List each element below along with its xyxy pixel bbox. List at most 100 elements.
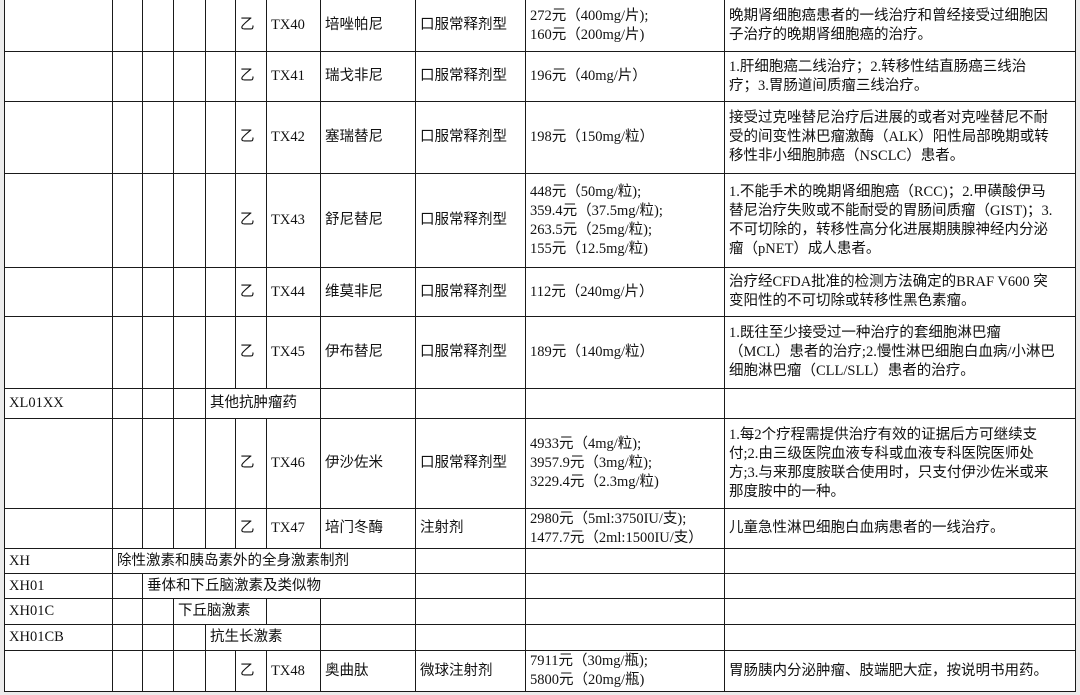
- empty-cell: [415, 548, 526, 574]
- grade-cell: 乙: [235, 267, 267, 317]
- drug-code-cell: TX45: [266, 316, 321, 389]
- empty-cell: [112, 316, 143, 389]
- drug-code-cell: TX42: [266, 101, 321, 174]
- price-cell: 112元（240mg/片）: [525, 267, 725, 317]
- price-line: 3957.9元（3mg/粒);: [530, 455, 653, 471]
- empty-cell: [173, 173, 206, 268]
- empty-cell: [205, 51, 236, 102]
- indication-cell: 胃肠胰内分泌肿瘤、肢端肥大症，按说明书用药。: [724, 650, 1076, 692]
- indication-line: 受的间变性淋巴瘤激酶（ALK）阳性局部晚期或转: [729, 129, 1049, 145]
- empty-cell: [142, 650, 174, 692]
- price-line: 198元（150mg/粒）: [530, 129, 655, 145]
- empty-cell: [142, 267, 174, 317]
- indication-cell: 1.每2个疗程需提供治疗有效的证据后方可继续支 付;2.由三级医院血液专科或血液专…: [724, 418, 1076, 509]
- indication-line: 治疗经CFDA批准的检测方法确定的BRAF V600 突: [729, 274, 1048, 290]
- indication-line: 变阳性的不可切除或转移性黑色素瘤。: [729, 293, 976, 309]
- empty-cell: [112, 418, 143, 509]
- drug-name-cell: 奥曲肽: [320, 650, 416, 692]
- drug-code-cell: TX43: [266, 173, 321, 268]
- dosage-form-cell: 口服常释剂型: [415, 418, 526, 509]
- price-line: 448元（50mg/粒);: [530, 183, 642, 200]
- code-cell: [4, 101, 113, 174]
- drug-row: 乙 TX47 培门冬酶 注射剂 2980元（5ml:3750IU/支); 1477.7元（…: [4, 508, 1076, 549]
- code-cell: [4, 418, 113, 509]
- grade-cell: 乙: [235, 51, 267, 102]
- category-label-cell: 下丘脑激素: [173, 598, 267, 625]
- drug-name-cell: 塞瑞替尼: [320, 101, 416, 174]
- empty-cell: [112, 508, 143, 549]
- category-label-cell: 垂体和下丘脑激素及类似物: [142, 573, 416, 599]
- code-cell: [4, 51, 113, 102]
- price-line: 1477.7元（2ml:1500IU/支）: [530, 529, 703, 546]
- empty-cell: [142, 0, 174, 52]
- price-cell: 7911元（30mg/瓶); 5800元（20mg/瓶): [525, 650, 725, 692]
- indication-cell: 1.肝细胞癌二线治疗；2.转移性结直肠癌三线治 疗；3.胃肠道间质瘤三线治疗。: [724, 51, 1076, 102]
- drug-row: 乙 TX42 塞瑞替尼 口服常释剂型 198元（150mg/粒） 接受过克唑替尼治疗后进展…: [4, 101, 1076, 174]
- price-cell: 189元（140mg/粒）: [525, 316, 725, 389]
- empty-cell: [112, 51, 143, 102]
- empty-cell: [205, 316, 236, 389]
- price-line: 112元（240mg/片）: [530, 283, 654, 300]
- empty-cell: [320, 624, 416, 651]
- indication-line: 接受过克唑替尼治疗后进展的或者对克唑替尼不耐: [729, 110, 1048, 126]
- dosage-form-cell: 口服常释剂型: [415, 316, 526, 389]
- empty-cell: [525, 624, 725, 651]
- code-cell: [4, 650, 113, 692]
- code-cell: [4, 267, 113, 317]
- empty-cell: [205, 101, 236, 174]
- empty-cell: [525, 388, 725, 419]
- category-row: XH01 垂体和下丘脑激素及类似物: [4, 573, 1076, 599]
- price-line: 4933元（4mg/粒);: [530, 436, 642, 452]
- category-code-cell: XH: [4, 548, 113, 574]
- grade-cell: 乙: [235, 0, 267, 52]
- empty-cell: [415, 624, 526, 651]
- empty-cell: [173, 650, 206, 692]
- price-line: 263.5元（25mg/粒);: [530, 221, 653, 238]
- empty-cell: [112, 267, 143, 317]
- indication-line: 1.不能手术的晚期肾细胞癌（RCC)；2.甲磺酸伊马: [729, 183, 1046, 200]
- price-cell: 2980元（5ml:3750IU/支); 1477.7元（2ml:1500IU/支…: [525, 508, 725, 549]
- empty-cell: [173, 418, 206, 509]
- empty-cell: [724, 598, 1076, 625]
- empty-cell: [415, 598, 526, 625]
- empty-cell: [142, 173, 174, 268]
- indication-line: 替尼治疗失败或不能耐受的胃肠间质瘤（GIST)；3.: [729, 202, 1053, 219]
- category-label-cell: 抗生长激素: [205, 624, 321, 651]
- drug-name-cell: 伊沙佐米: [320, 418, 416, 509]
- empty-cell: [205, 0, 236, 52]
- empty-cell: [724, 624, 1076, 651]
- indication-cell: 晚期肾细胞癌患者的一线治疗和曾经接受过细胞因 子治疗的晚期肾细胞癌的治疗。: [724, 0, 1076, 52]
- dosage-form-cell: 口服常释剂型: [415, 0, 526, 52]
- drug-row: 乙 TX43 舒尼替尼 口服常释剂型 448元（50mg/粒); 359.4元（37.5m…: [4, 173, 1076, 268]
- category-row: XL01XX 其他抗肿瘤药: [4, 388, 1076, 419]
- drug-code-cell: TX47: [266, 508, 321, 549]
- indication-cell: 接受过克唑替尼治疗后进展的或者对克唑替尼不耐 受的间变性淋巴瘤激酶（ALK）阳性局…: [724, 101, 1076, 174]
- category-label-cell: 除性激素和胰岛素外的全身激素制剂: [112, 548, 416, 574]
- empty-cell: [525, 598, 725, 625]
- empty-cell: [173, 508, 206, 549]
- empty-cell: [205, 418, 236, 509]
- category-row: XH01CB 抗生长激素: [4, 624, 1076, 651]
- empty-cell: [173, 316, 206, 389]
- drug-list-table: 乙 TX40 培唑帕尼 口服常释剂型 272元（400mg/片); 160元（200mg/…: [4, 0, 1076, 692]
- empty-cell: [320, 598, 416, 625]
- drug-row: 乙 TX46 伊沙佐米 口服常释剂型 4933元（4mg/粒); 3957.9元（3mg/…: [4, 418, 1076, 509]
- empty-cell: [142, 51, 174, 102]
- indication-cell: 1.不能手术的晚期肾细胞癌（RCC)；2.甲磺酸伊马 替尼治疗失败或不能耐受的胃肠…: [724, 173, 1076, 268]
- code-cell: [4, 508, 113, 549]
- drug-row: 乙 TX45 伊布替尼 口服常释剂型 189元（140mg/粒） 1.既往至少接受过一种治…: [4, 316, 1076, 389]
- empty-cell: [112, 101, 143, 174]
- empty-cell: [112, 650, 143, 692]
- price-line: 189元（140mg/粒）: [530, 344, 655, 360]
- grade-cell: 乙: [235, 508, 267, 549]
- price-cell: 4933元（4mg/粒); 3957.9元（3mg/粒); 3229.4元（2.3m…: [525, 418, 725, 509]
- empty-cell: [142, 624, 174, 651]
- indication-line: 付;2.由三级医院血液专科或血液专科医院医师处: [729, 445, 1034, 462]
- empty-cell: [142, 388, 174, 419]
- empty-cell: [112, 598, 143, 625]
- drug-name-cell: 伊布替尼: [320, 316, 416, 389]
- empty-cell: [724, 548, 1076, 574]
- indication-line: 方;3.与来那度胺联合使用时，只支付伊沙佐米或来: [729, 464, 1049, 481]
- empty-cell: [112, 0, 143, 52]
- code-cell: [4, 173, 113, 268]
